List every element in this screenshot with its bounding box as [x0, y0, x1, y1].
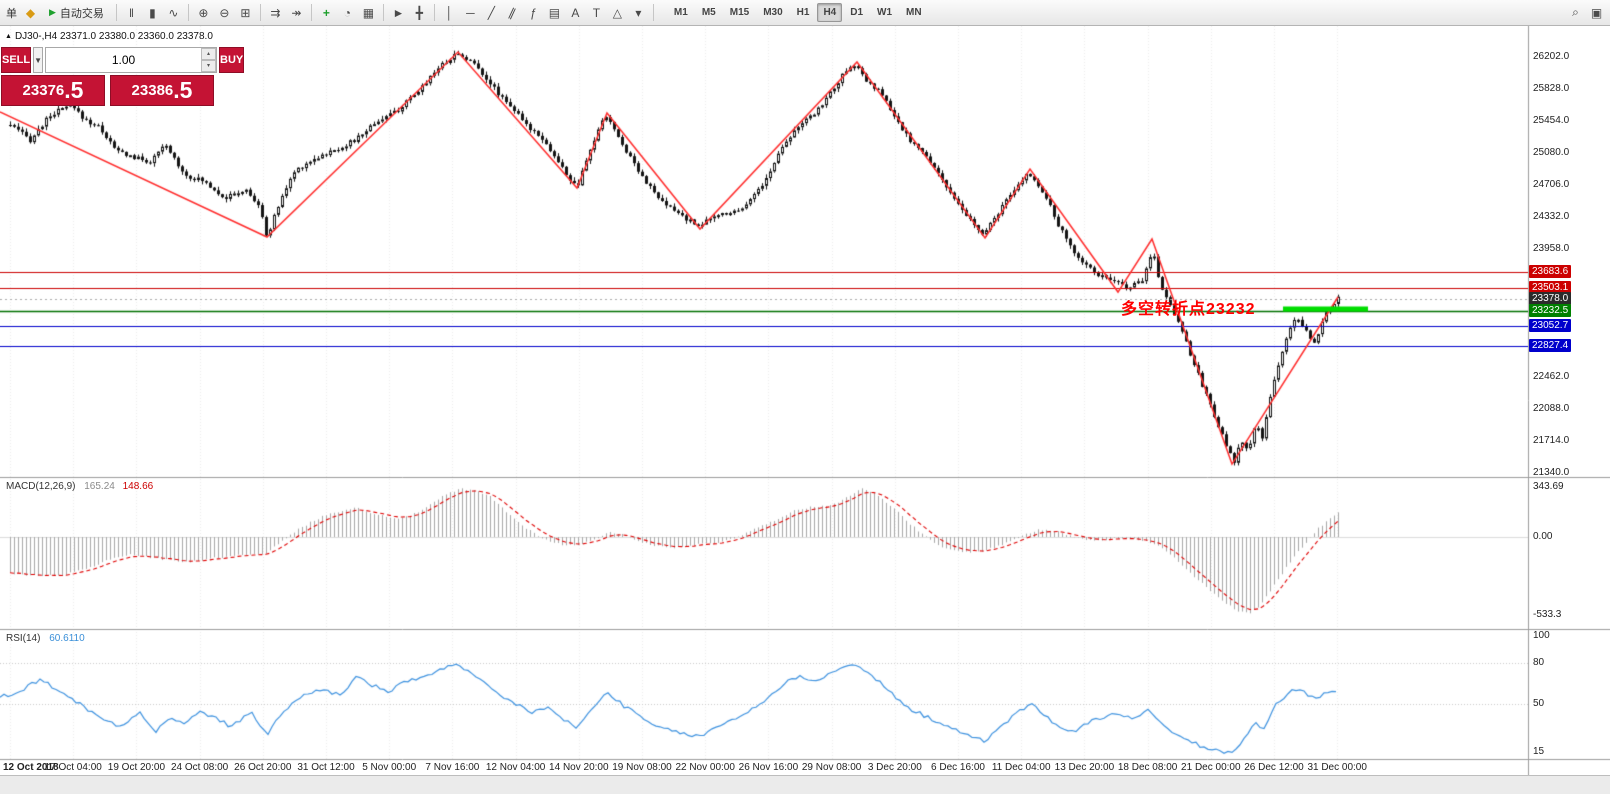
timeframe-m30[interactable]: M30 — [763, 7, 783, 18]
vertical-line-icon[interactable]: │ — [445, 5, 454, 20]
macd-value-signal: 148.66 — [122, 481, 154, 492]
chart-shift-icon[interactable]: ↠ — [291, 5, 302, 20]
top-toolbar: 单 ◆ ▶ 自动交易 ‖ ▮ ∿ ⊕ ⊖ ⊞ ⇉ ↠ + ◔ ▦ ► ╋ │ ─ ╱ ∥ ƒ ▤ A T △ ▾ M1 M5 M… — [0, 0, 1610, 26]
timeframe-m1[interactable]: M1 — [673, 7, 688, 18]
timeframe-d1[interactable]: D1 — [850, 7, 864, 18]
chart-ohlc-text: DJ30-,H4 23371.0 23380.0 23360.0 23378.0 — [14, 31, 213, 42]
toolbar-right-icons: ⌕ ▣ — [1565, 2, 1607, 23]
rsi-indicator-label: RSI(14) 60.6110 — [6, 633, 85, 644]
trendline-icon[interactable]: ╱ — [487, 5, 496, 20]
timeframe-m5[interactable]: M5 — [701, 7, 716, 18]
toolbar-separator — [433, 4, 435, 21]
volume-box: ▴ ▾ — [45, 47, 218, 73]
chart-canvas[interactable] — [0, 26, 1610, 775]
sell-price-pips: .5 — [64, 77, 84, 103]
timeframe-h1[interactable]: H1 — [796, 7, 810, 18]
magnifier-icon[interactable]: ⌕ — [1572, 5, 1579, 19]
trade-prices-row: 23376.5 23386.5 — [1, 75, 214, 106]
line-chart-icon[interactable]: ∿ — [168, 5, 179, 20]
toolbar-separator — [382, 4, 384, 21]
macd-indicator-label: MACD(12,26,9) 165.24 148.66 — [6, 481, 153, 492]
autotrade-button[interactable]: ▶ 自动交易 — [41, 2, 112, 23]
one-click-trading-widget: SELL ▼ ▴ ▾ BUY 23376.5 23386.5 — [1, 47, 245, 106]
volume-down-button[interactable]: ▾ — [201, 60, 217, 72]
text-icon[interactable]: A — [571, 5, 580, 20]
trade-controls-row: SELL ▼ ▴ ▾ BUY — [1, 47, 245, 73]
sell-price-button[interactable]: 23376.5 — [1, 75, 105, 106]
shapes-icon[interactable]: △ — [612, 5, 623, 20]
toolbar-separator — [310, 4, 312, 21]
bar-chart-icon[interactable]: ‖ — [128, 5, 134, 20]
chart-ohlc-info: ▲ DJ30-,H4 23371.0 23380.0 23360.0 23378.… — [5, 31, 213, 42]
macd-value-main: 165.24 — [84, 481, 115, 492]
cursor-icon[interactable]: ► — [392, 5, 405, 20]
rsi-name: RSI(14) — [6, 633, 41, 644]
toolbar-separator — [259, 4, 261, 21]
timeframe-h4[interactable]: H4 — [817, 3, 843, 22]
symbol-marker-icon: ▲ — [5, 33, 12, 40]
sell-button[interactable]: SELL — [1, 47, 32, 73]
chart-settings-icon[interactable]: ▦ — [362, 5, 375, 20]
horizontal-line-icon[interactable]: ─ — [466, 5, 475, 20]
zoom-out-icon[interactable]: ⊖ — [219, 5, 230, 20]
candlestick-chart-icon[interactable]: ▮ — [149, 5, 156, 20]
clock-icon[interactable]: ◔ — [343, 5, 352, 20]
buy-price-main: 23386 — [131, 82, 174, 99]
toolbar-separator — [115, 4, 117, 21]
buy-price-pips: .5 — [173, 77, 193, 103]
auto-scroll-icon[interactable]: ⇉ — [270, 5, 281, 20]
autotrade-label: 自动交易 — [59, 7, 104, 20]
chart-annotation-text: 多空转折点23232 — [1121, 301, 1256, 318]
order-type-dropdown[interactable]: ▼ — [33, 47, 44, 73]
toolbar-separator — [652, 4, 654, 21]
order-menu-partial-label[interactable]: 单 — [6, 7, 17, 20]
label-icon[interactable]: T — [592, 5, 601, 20]
timeframe-w1[interactable]: W1 — [877, 7, 893, 18]
toolbar-tool-groups: ‖ ▮ ∿ ⊕ ⊖ ⊞ ⇉ ↠ + ◔ ▦ ► ╋ │ ─ ╱ ∥ ƒ ▤ A T △ ▾ — [121, 2, 658, 23]
toolbar-separator — [187, 4, 189, 21]
horizontal-scrollbar[interactable] — [0, 775, 1610, 794]
volume-up-button[interactable]: ▴ — [201, 48, 217, 60]
volume-steppers: ▴ ▾ — [201, 48, 217, 72]
sell-price-main: 23376 — [22, 82, 65, 99]
timeframe-m15[interactable]: M15 — [729, 7, 750, 18]
buy-price-button[interactable]: 23386.5 — [110, 75, 214, 106]
fibonacci-icon[interactable]: ƒ — [530, 5, 537, 20]
autotrade-play-icon: ▶ — [49, 7, 56, 17]
alerts-icon[interactable]: ◆ — [25, 5, 36, 20]
volume-input[interactable] — [46, 48, 202, 72]
zoom-in-icon[interactable]: ⊕ — [198, 5, 209, 20]
crosshair-icon[interactable]: ╋ — [415, 5, 424, 20]
buy-button[interactable]: BUY — [219, 47, 245, 73]
macd-name: MACD(12,26,9) — [6, 481, 76, 492]
new-order-icon[interactable]: + — [322, 5, 330, 20]
grid-icon[interactable]: ▤ — [548, 5, 561, 20]
timeframe-group: M1 M5 M15 M30 H1 H4 D1 W1 MN — [668, 3, 928, 22]
rsi-value: 60.6110 — [49, 633, 85, 644]
tile-windows-icon[interactable]: ⊞ — [240, 5, 251, 20]
windows-icon[interactable]: ▣ — [1590, 5, 1603, 20]
timeframe-mn[interactable]: MN — [906, 7, 922, 18]
shapes-dropdown-icon[interactable]: ▾ — [635, 5, 642, 20]
